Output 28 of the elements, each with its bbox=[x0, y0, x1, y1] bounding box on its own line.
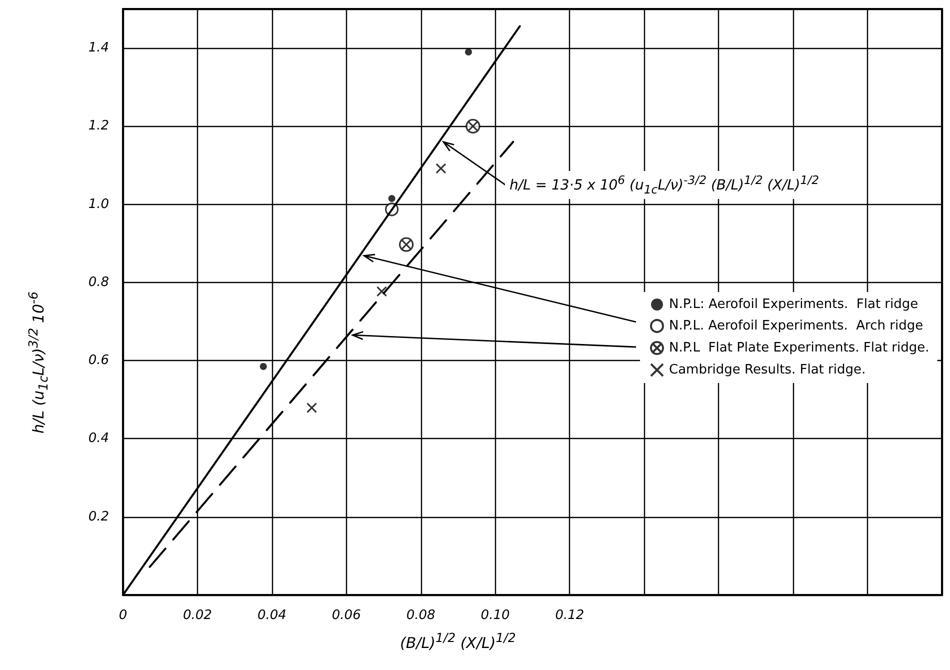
x-tick-label: 0.08 bbox=[406, 608, 436, 623]
point bbox=[466, 118, 480, 134]
x-tick-label: 0.06 bbox=[332, 608, 361, 623]
legend-label: N.P.L: Aerofoil Experiments. Flat ridge bbox=[669, 297, 918, 312]
x-tick-label: 0.10 bbox=[480, 608, 510, 623]
y-tick-label: 1.2 bbox=[88, 118, 109, 134]
y-tick-label: 0.4 bbox=[88, 431, 109, 446]
y-tick-label: 1.0 bbox=[88, 196, 109, 212]
x-tick-label: 0 bbox=[118, 608, 128, 623]
point bbox=[306, 402, 318, 414]
y-tick-label: 1.4 bbox=[88, 40, 109, 56]
point bbox=[399, 237, 414, 252]
point bbox=[260, 362, 267, 370]
legend-label: N.P.L. Aerofoil Experiments. Arch ridge bbox=[669, 318, 924, 334]
x-axis-title: (B/L)$^{1/2}$ (X/L)$^{1/2}$ bbox=[400, 630, 516, 652]
y-tick-label: 0.8 bbox=[88, 274, 109, 290]
point bbox=[464, 48, 472, 56]
point bbox=[388, 194, 396, 202]
x-tick-label: 0.02 bbox=[182, 608, 212, 623]
legend-label: N.P.L Flat Plate Experiments. Flat ridge. bbox=[669, 340, 930, 356]
x-tick-label: 0.12 bbox=[555, 608, 584, 623]
y-tick-label: 0.2 bbox=[88, 509, 109, 524]
point bbox=[436, 163, 446, 174]
legend-label: Cambridge Results. Flat ridge. bbox=[669, 362, 866, 378]
y-tick-label: 0.6 bbox=[88, 353, 109, 368]
x-tick-label: 0.04 bbox=[257, 608, 286, 623]
text: h/L = 13·5 x 10$^{6}$ (u$_{1c}$L/ν)$^{-3/2}$ (B/L)$^{1/2}$ (X/L)$^{1/2}$ bbox=[509, 173, 820, 197]
point bbox=[376, 286, 388, 297]
